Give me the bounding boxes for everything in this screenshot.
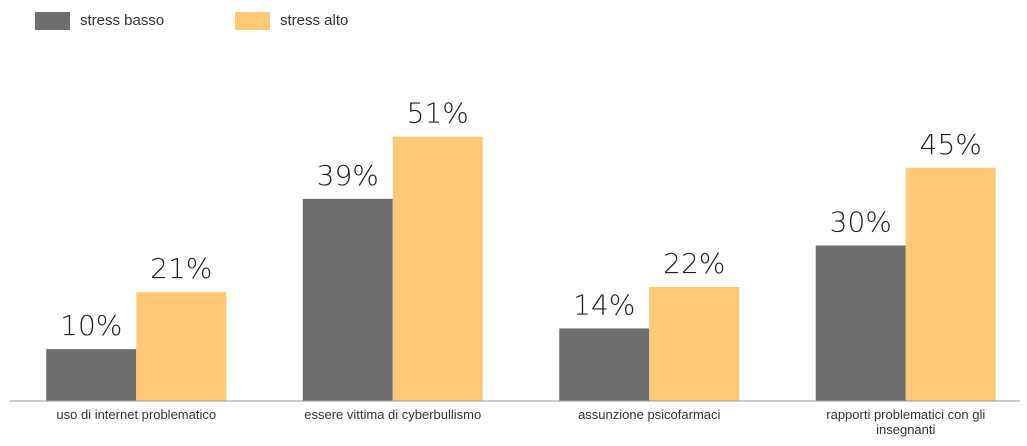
legend-swatch [235, 12, 270, 30]
x-tick-label: rapporti problematici con gli insegnanti [826, 407, 986, 437]
bar [905, 167, 996, 401]
value-label: 22% [663, 247, 725, 280]
bar [136, 292, 227, 401]
bar [815, 245, 906, 401]
bar [302, 198, 393, 401]
value-label: 39% [317, 159, 379, 192]
legend-label: stress alto [280, 12, 348, 29]
x-tick-label: assunzione psicofarmaci [578, 407, 721, 422]
legend-swatch [35, 12, 70, 30]
legend-label: stress basso [80, 12, 164, 29]
bar [392, 136, 483, 401]
bar [649, 286, 740, 401]
value-label: 21% [150, 252, 212, 285]
x-tick-label: essere vittima di cyberbullismo [304, 407, 482, 422]
value-label: 51% [407, 97, 469, 130]
value-label: 45% [920, 128, 982, 161]
bar [559, 328, 650, 401]
bar [46, 349, 137, 401]
x-tick-label: uso di internet problematico [56, 407, 217, 422]
value-label: 30% [830, 206, 892, 239]
value-label: 14% [573, 288, 635, 321]
value-label: 10% [60, 309, 122, 342]
